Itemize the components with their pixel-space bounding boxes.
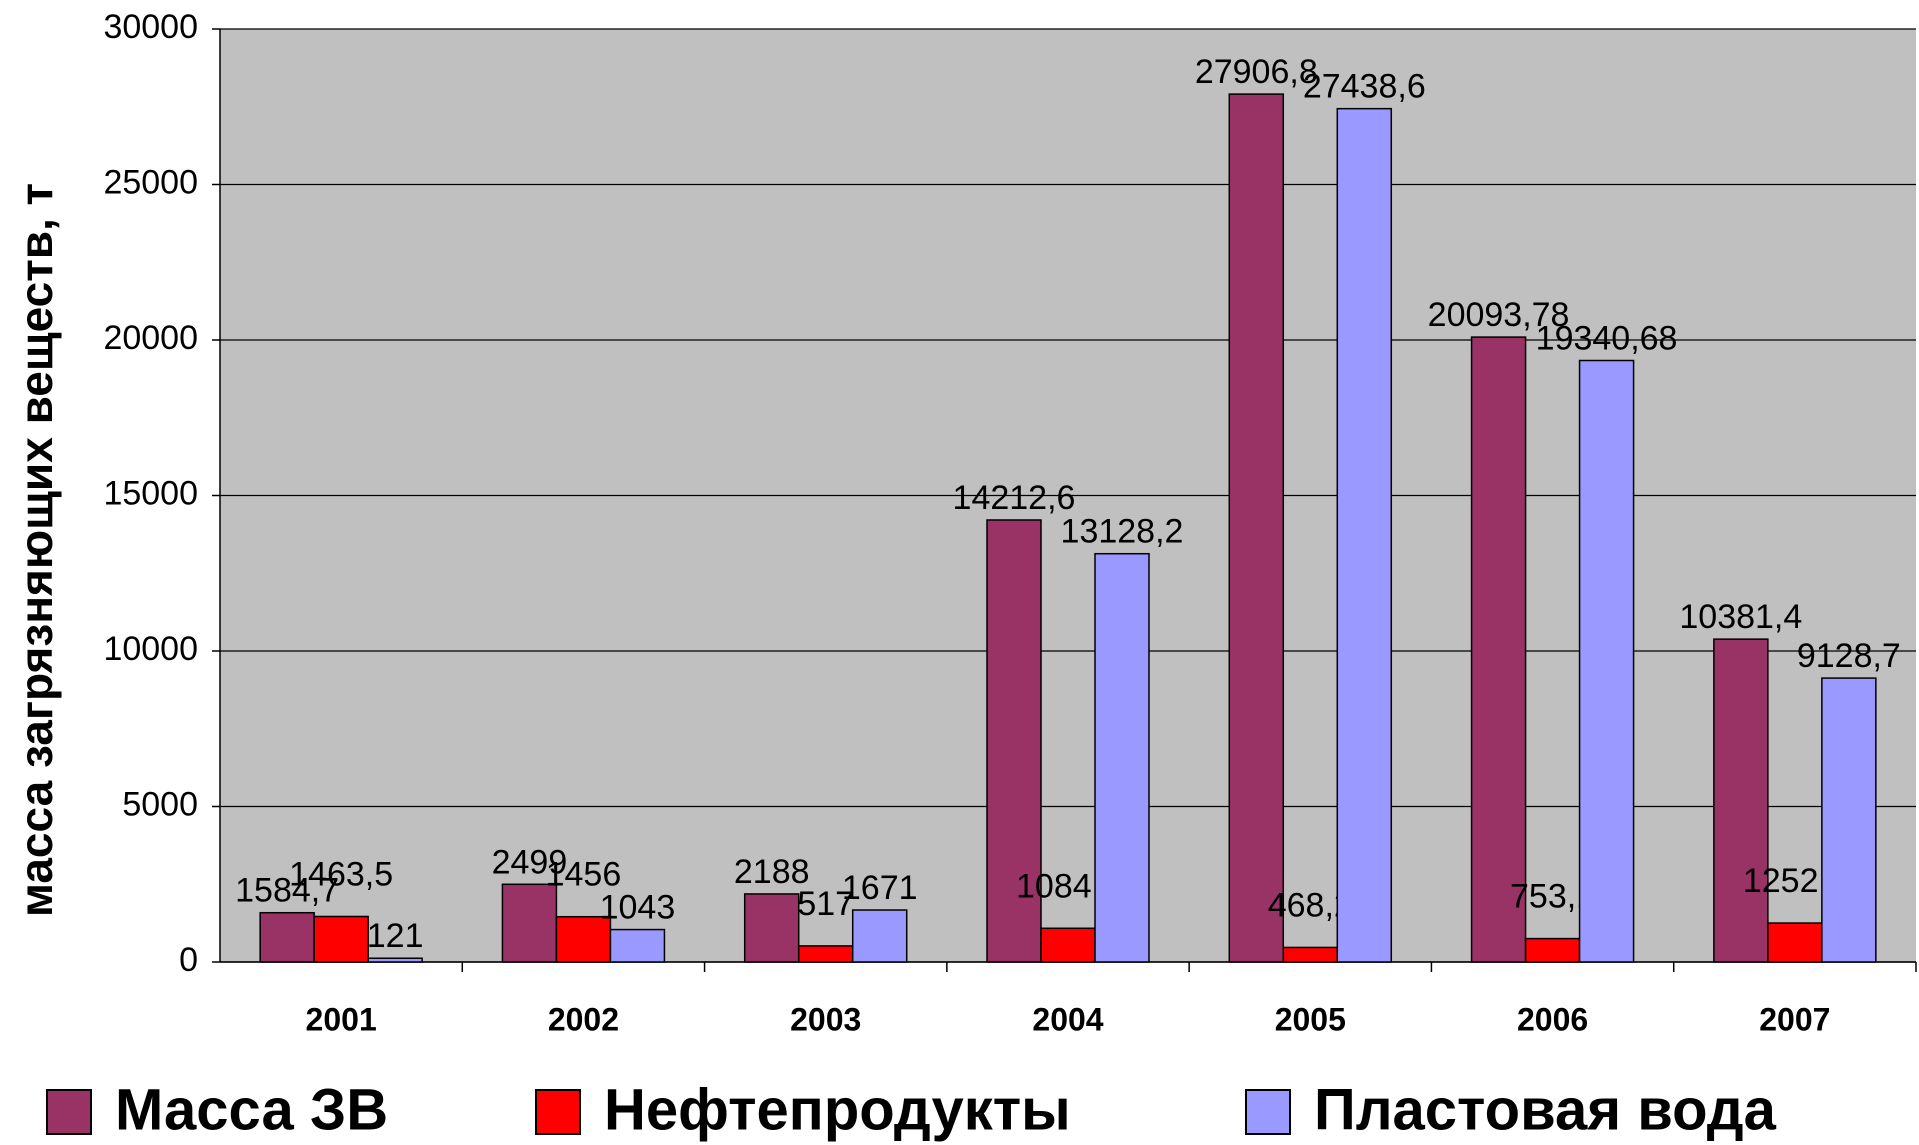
data-label: 1456	[546, 856, 622, 894]
y-tick-label: 20000	[103, 319, 198, 357]
bar	[501, 883, 558, 963]
y-tick-label: 30000	[103, 8, 198, 46]
bar	[1713, 638, 1769, 963]
bar	[1470, 336, 1527, 963]
y-tick-label: 0	[179, 941, 198, 979]
bar	[797, 945, 854, 963]
data-label: 2499	[492, 843, 568, 881]
data-label: 1584,7	[235, 872, 339, 910]
data-label: 1671	[842, 869, 918, 907]
bar	[743, 893, 800, 963]
bar	[313, 915, 369, 963]
x-tick-label: 2002	[548, 1001, 619, 1037]
x-tick-label: 2005	[1275, 1001, 1346, 1037]
data-label: 27906,8	[1195, 53, 1318, 91]
bar	[1336, 107, 1393, 963]
bar	[851, 909, 908, 963]
bar	[1524, 937, 1581, 963]
bar	[367, 957, 423, 963]
bar	[986, 519, 1042, 963]
legend-label: Масса ЗВ	[115, 1077, 388, 1142]
data-label: 14212,6	[953, 479, 1076, 517]
data-label: 27438,6	[1303, 68, 1426, 106]
bar	[1821, 677, 1877, 963]
legend-label: Пластовая вода	[1314, 1077, 1777, 1142]
bar	[1040, 927, 1096, 963]
data-label: 1043	[600, 889, 676, 927]
data-label: 2188	[734, 853, 810, 891]
data-label: 10381,4	[1679, 598, 1802, 636]
data-label: 20093,78	[1428, 296, 1570, 334]
x-tick-label: 2001	[306, 1001, 377, 1037]
x-tick-label: 2004	[1032, 1001, 1103, 1037]
bar	[609, 928, 666, 963]
y-tick-label: 5000	[122, 785, 198, 823]
data-label: 13128,2	[1061, 513, 1184, 551]
bar	[1578, 359, 1635, 963]
data-label: 9128,7	[1797, 637, 1901, 675]
legend-swatch	[46, 1089, 92, 1135]
legend-swatch	[535, 1089, 581, 1135]
data-label: 517	[797, 885, 854, 923]
y-axis-title: масса загрязняющих веществ, т	[10, 183, 62, 917]
y-tick-label: 25000	[103, 163, 198, 201]
y-tick-label: 10000	[103, 630, 198, 668]
legend-swatch	[1245, 1089, 1291, 1135]
data-label: 19340,68	[1536, 319, 1678, 357]
bar	[1282, 946, 1339, 963]
x-tick-label: 2007	[1759, 1001, 1830, 1037]
y-tick-label: 15000	[103, 474, 198, 512]
data-label: 121	[367, 917, 424, 955]
legend-label: Нефтепродукты	[604, 1077, 1071, 1142]
x-tick-label: 2006	[1517, 1001, 1588, 1037]
data-label: 1463,5	[289, 855, 393, 893]
bar	[259, 911, 315, 963]
bar	[1767, 922, 1823, 963]
bar	[1228, 93, 1285, 963]
bar	[1094, 552, 1150, 963]
x-tick-label: 2003	[790, 1001, 861, 1037]
